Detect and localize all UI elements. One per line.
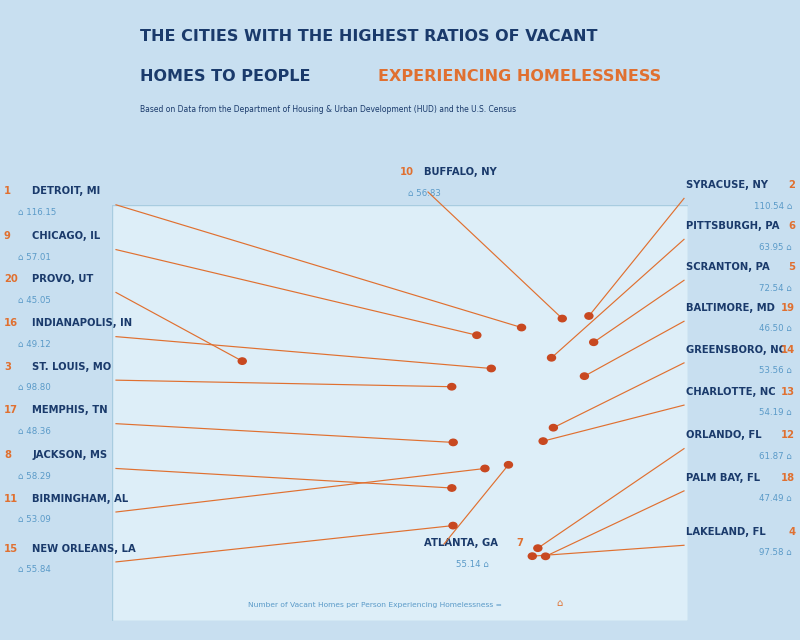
Text: BIRMINGHAM, AL: BIRMINGHAM, AL: [32, 493, 128, 504]
Text: SYRACUSE, NY: SYRACUSE, NY: [686, 180, 768, 190]
Text: CHICAGO, IL: CHICAGO, IL: [32, 231, 100, 241]
Text: 19: 19: [781, 303, 795, 313]
Text: 12: 12: [781, 430, 795, 440]
Text: 8: 8: [4, 450, 11, 460]
Text: 13: 13: [781, 387, 795, 397]
Text: ⌂ 48.36: ⌂ 48.36: [18, 427, 50, 436]
Text: 10: 10: [400, 167, 414, 177]
Text: 110.54 ⌂: 110.54 ⌂: [754, 202, 792, 211]
Text: ⌂ 45.05: ⌂ 45.05: [18, 296, 50, 305]
Text: ⌂ 55.84: ⌂ 55.84: [18, 565, 50, 574]
Text: 17: 17: [4, 405, 18, 415]
Text: MEMPHIS, TN: MEMPHIS, TN: [32, 405, 108, 415]
FancyBboxPatch shape: [112, 205, 688, 621]
Text: DETROIT, MI: DETROIT, MI: [32, 186, 100, 196]
Text: 61.87 ⌂: 61.87 ⌂: [759, 452, 792, 461]
Text: ATLANTA, GA: ATLANTA, GA: [424, 538, 498, 548]
Text: 18: 18: [781, 472, 795, 483]
Text: ⌂ 49.12: ⌂ 49.12: [18, 340, 50, 349]
Text: Based on Data from the Department of Housing & Urban Development (HUD) and the U: Based on Data from the Department of Hou…: [140, 105, 516, 114]
Text: LAKELAND, FL: LAKELAND, FL: [686, 527, 766, 537]
Text: 55.14 ⌂: 55.14 ⌂: [456, 560, 489, 569]
Text: 46.50 ⌂: 46.50 ⌂: [759, 324, 792, 333]
Text: 14: 14: [781, 344, 795, 355]
Text: HOMES TO PEOPLE: HOMES TO PEOPLE: [140, 69, 316, 84]
Text: EXPERIENCING HOMELESSNESS: EXPERIENCING HOMELESSNESS: [378, 69, 662, 84]
Text: THE CITIES WITH THE HIGHEST RATIOS OF VACANT: THE CITIES WITH THE HIGHEST RATIOS OF VA…: [140, 29, 598, 44]
Text: ORLANDO, FL: ORLANDO, FL: [686, 430, 762, 440]
Text: ⌂: ⌂: [556, 598, 562, 608]
Text: 6: 6: [788, 221, 795, 231]
Text: SCRANTON, PA: SCRANTON, PA: [686, 262, 770, 272]
Text: ST. LOUIS, MO: ST. LOUIS, MO: [32, 362, 111, 372]
Text: 11: 11: [4, 493, 18, 504]
Text: PROVO, UT: PROVO, UT: [32, 274, 94, 284]
Text: 20: 20: [4, 274, 18, 284]
Text: 2: 2: [788, 180, 795, 190]
Text: 16: 16: [4, 318, 18, 328]
Text: JACKSON, MS: JACKSON, MS: [32, 450, 107, 460]
Text: 97.58 ⌂: 97.58 ⌂: [759, 548, 792, 557]
Text: PALM BAY, FL: PALM BAY, FL: [686, 472, 761, 483]
Text: CHARLOTTE, NC: CHARLOTTE, NC: [686, 387, 776, 397]
Text: 53.56 ⌂: 53.56 ⌂: [759, 366, 792, 375]
Text: ⌂ 98.80: ⌂ 98.80: [18, 383, 50, 392]
Text: ⌂ 56.83: ⌂ 56.83: [408, 189, 441, 198]
Text: 3: 3: [4, 362, 11, 372]
Text: 1: 1: [4, 186, 11, 196]
Text: NEW ORLEANS, LA: NEW ORLEANS, LA: [32, 543, 136, 554]
Text: 15: 15: [4, 543, 18, 554]
Text: ⌂ 116.15: ⌂ 116.15: [18, 208, 56, 217]
Text: 5: 5: [788, 262, 795, 272]
Text: 9: 9: [4, 231, 11, 241]
Text: GREENSBORO, NC: GREENSBORO, NC: [686, 344, 786, 355]
Text: ⌂ 57.01: ⌂ 57.01: [18, 253, 50, 262]
Text: ⌂ 58.29: ⌂ 58.29: [18, 472, 50, 481]
Text: PITTSBURGH, PA: PITTSBURGH, PA: [686, 221, 780, 231]
Text: Number of Vacant Homes per Person Experiencing Homelessness =: Number of Vacant Homes per Person Experi…: [248, 602, 504, 608]
Text: 4: 4: [788, 527, 795, 537]
Text: BALTIMORE, MD: BALTIMORE, MD: [686, 303, 775, 313]
Text: INDIANAPOLIS, IN: INDIANAPOLIS, IN: [32, 318, 132, 328]
Text: 63.95 ⌂: 63.95 ⌂: [759, 243, 792, 252]
Text: ⌂ 53.09: ⌂ 53.09: [18, 515, 50, 524]
Text: 72.54 ⌂: 72.54 ⌂: [759, 284, 792, 292]
Text: 7: 7: [516, 538, 523, 548]
Text: BUFFALO, NY: BUFFALO, NY: [424, 167, 497, 177]
Text: 54.19 ⌂: 54.19 ⌂: [759, 408, 792, 417]
Text: 47.49 ⌂: 47.49 ⌂: [759, 494, 792, 503]
